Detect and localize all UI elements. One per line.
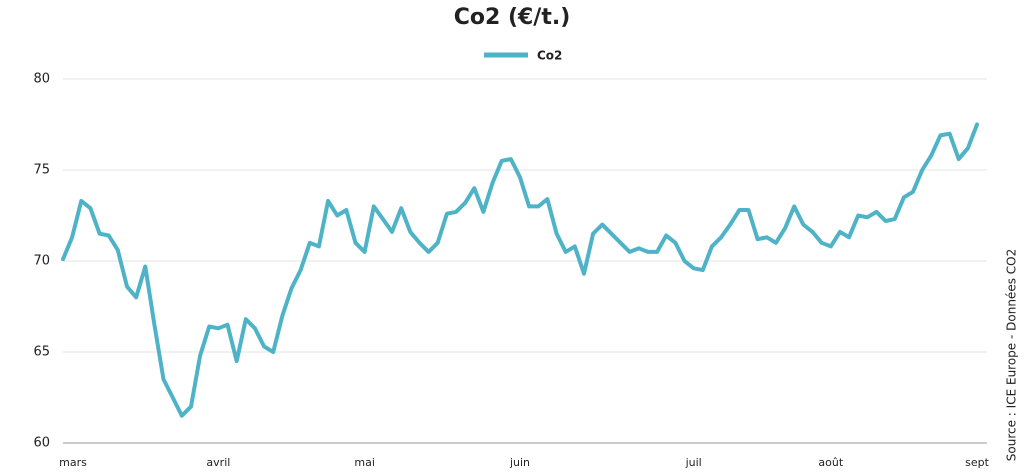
chart-title: Co2 (€/t.): [454, 5, 571, 30]
y-tick-label: 80: [33, 72, 50, 87]
source: Source : ICE Europe - Données CO2: [1005, 249, 1019, 461]
x-tick-label: mars: [59, 456, 87, 469]
legend-label: Co2: [537, 49, 562, 63]
x-tick-label: mai: [354, 456, 375, 469]
x-tick-label: août: [818, 456, 843, 469]
data-line: [61, 122, 979, 418]
y-tick-label: 60: [33, 436, 50, 451]
x-tick-label: juil: [685, 456, 702, 469]
x-tick-label: sept: [965, 456, 989, 469]
x-tick-label: avril: [206, 456, 230, 469]
y-tick-label: 75: [33, 163, 50, 178]
y-tick-label: 70: [33, 254, 50, 269]
y-tick-label: 65: [33, 345, 50, 360]
x-tick-label: juin: [509, 456, 530, 469]
